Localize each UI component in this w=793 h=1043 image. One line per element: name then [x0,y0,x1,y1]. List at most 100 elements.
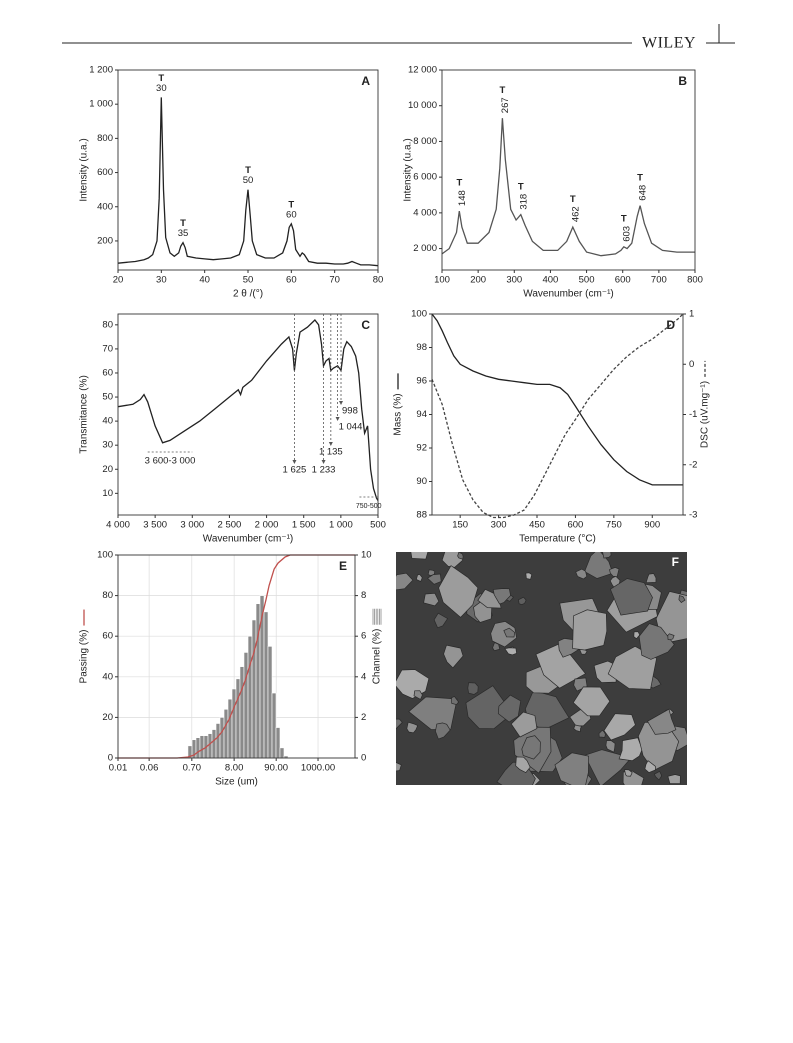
particle [572,686,611,717]
histogram-bar [239,666,245,759]
particle [575,568,588,580]
x-tick-label: 20 [113,275,124,286]
peak-phase: T [245,165,251,176]
y-tick-label: 88 [416,510,427,521]
axis-label-group: Transmitance (%) [79,375,90,454]
particle [410,552,429,560]
particle [413,690,423,700]
panel-letter: E [339,559,347,573]
y-tick-label: 100 [97,550,113,561]
peak-group: 148 [457,190,468,206]
y2-tick-label: 2 [361,712,366,723]
histogram-bar [251,619,257,759]
y-tick-label: 50 [102,392,113,403]
particle [427,573,442,585]
particle [443,644,464,669]
x-axis-label: Wavenumber (cm⁻¹) [203,534,293,545]
y-tick-label: 20 [102,712,113,723]
histogram-bar [195,737,201,759]
x-tick-label: 3 500 [143,520,167,531]
peak-group: 603 [621,226,632,242]
y-tick-label: 60 [102,631,113,642]
x-tick-label: 150 [452,520,468,531]
y-tick-label: 8 000 [413,136,437,147]
axis-label-group: Intensity (u.a.) [403,138,414,201]
x-tick-label: 700 [651,275,667,286]
y-tick-label: 400 [97,201,113,212]
y-axis-label: Channel (%) [372,629,383,685]
y-axis-label: DSC (uV.mg⁻¹) [700,381,711,448]
y-tick-label: 200 [97,235,113,246]
y-tick-label: 2 000 [413,243,437,254]
particle [554,752,589,785]
y-axis-label: Mass (%) [393,393,404,435]
y2-tick-label: 0 [689,359,694,370]
marker-arrow [292,460,297,464]
particle [435,722,451,740]
particle [510,711,538,738]
particle [408,696,458,730]
particle [396,718,403,730]
x-tick-label: 60 [286,275,297,286]
particle [653,770,662,781]
x-tick-label: 0.01 [109,763,128,774]
marker-arrow [335,417,340,421]
axis-label-group: DSC (uV.mg⁻¹) [700,360,711,448]
y-tick-label: 100 [411,309,427,320]
y-axis-label: Passing (%) [79,630,90,684]
x-tick-label: 2 000 [255,520,279,531]
particle [598,729,606,738]
x-tick-label: 400 [542,275,558,286]
histogram-bar [231,688,237,759]
particle [451,695,460,705]
panel-letter: B [678,74,687,88]
publisher: WILEY [642,35,696,52]
panel-letter: D [666,318,675,332]
range-label: 3 600-3 000 [145,456,196,467]
particle [415,574,423,582]
marker-label: 998 [342,406,358,417]
marker-label: 1 135 [319,447,343,458]
marker-label: 1 625 [283,465,307,476]
histogram-bar [243,652,249,759]
particle [535,642,587,689]
particle [396,762,402,772]
y2-tick-label: 10 [361,550,372,561]
y-tick-label: 1 200 [89,65,113,76]
y-tick-label: 98 [416,342,427,353]
y-tick-label: 60 [102,367,113,378]
y-tick-label: 90 [416,476,427,487]
x-tick-label: 8.00 [225,763,244,774]
particle [624,769,633,777]
y-tick-label: 80 [102,319,113,330]
x-tick-label: 4 000 [106,520,130,531]
particle [467,682,479,695]
x-axis-label: Wavenumber (cm⁻¹) [523,289,613,300]
particle [521,735,541,760]
particle [607,645,657,690]
particle [396,669,430,699]
particle [492,588,511,605]
peak-phase: T [637,172,643,183]
peak-position: 318 [518,194,529,210]
y-tick-label: 10 000 [408,100,437,111]
x-tick-label: 500 [579,275,595,286]
y-tick-label: 92 [416,443,427,454]
particle [645,573,657,584]
panel-letter: C [361,318,370,332]
particle [525,572,533,580]
plot-frame [441,69,696,271]
y2-tick-label: 0 [361,753,366,764]
peak-phase: T [288,199,294,210]
peak-phase: T [180,218,186,229]
y2-tick-label: -2 [689,459,697,470]
x-tick-label: 2 500 [218,520,242,531]
marker-label: 1 044 [339,422,363,433]
marker-arrow [321,460,326,464]
x-axis-label: Temperature (°C) [519,534,596,545]
x-tick-label: 900 [644,520,660,531]
x-tick-label: 0.06 [140,763,159,774]
particle [678,595,686,603]
particle [633,631,641,640]
